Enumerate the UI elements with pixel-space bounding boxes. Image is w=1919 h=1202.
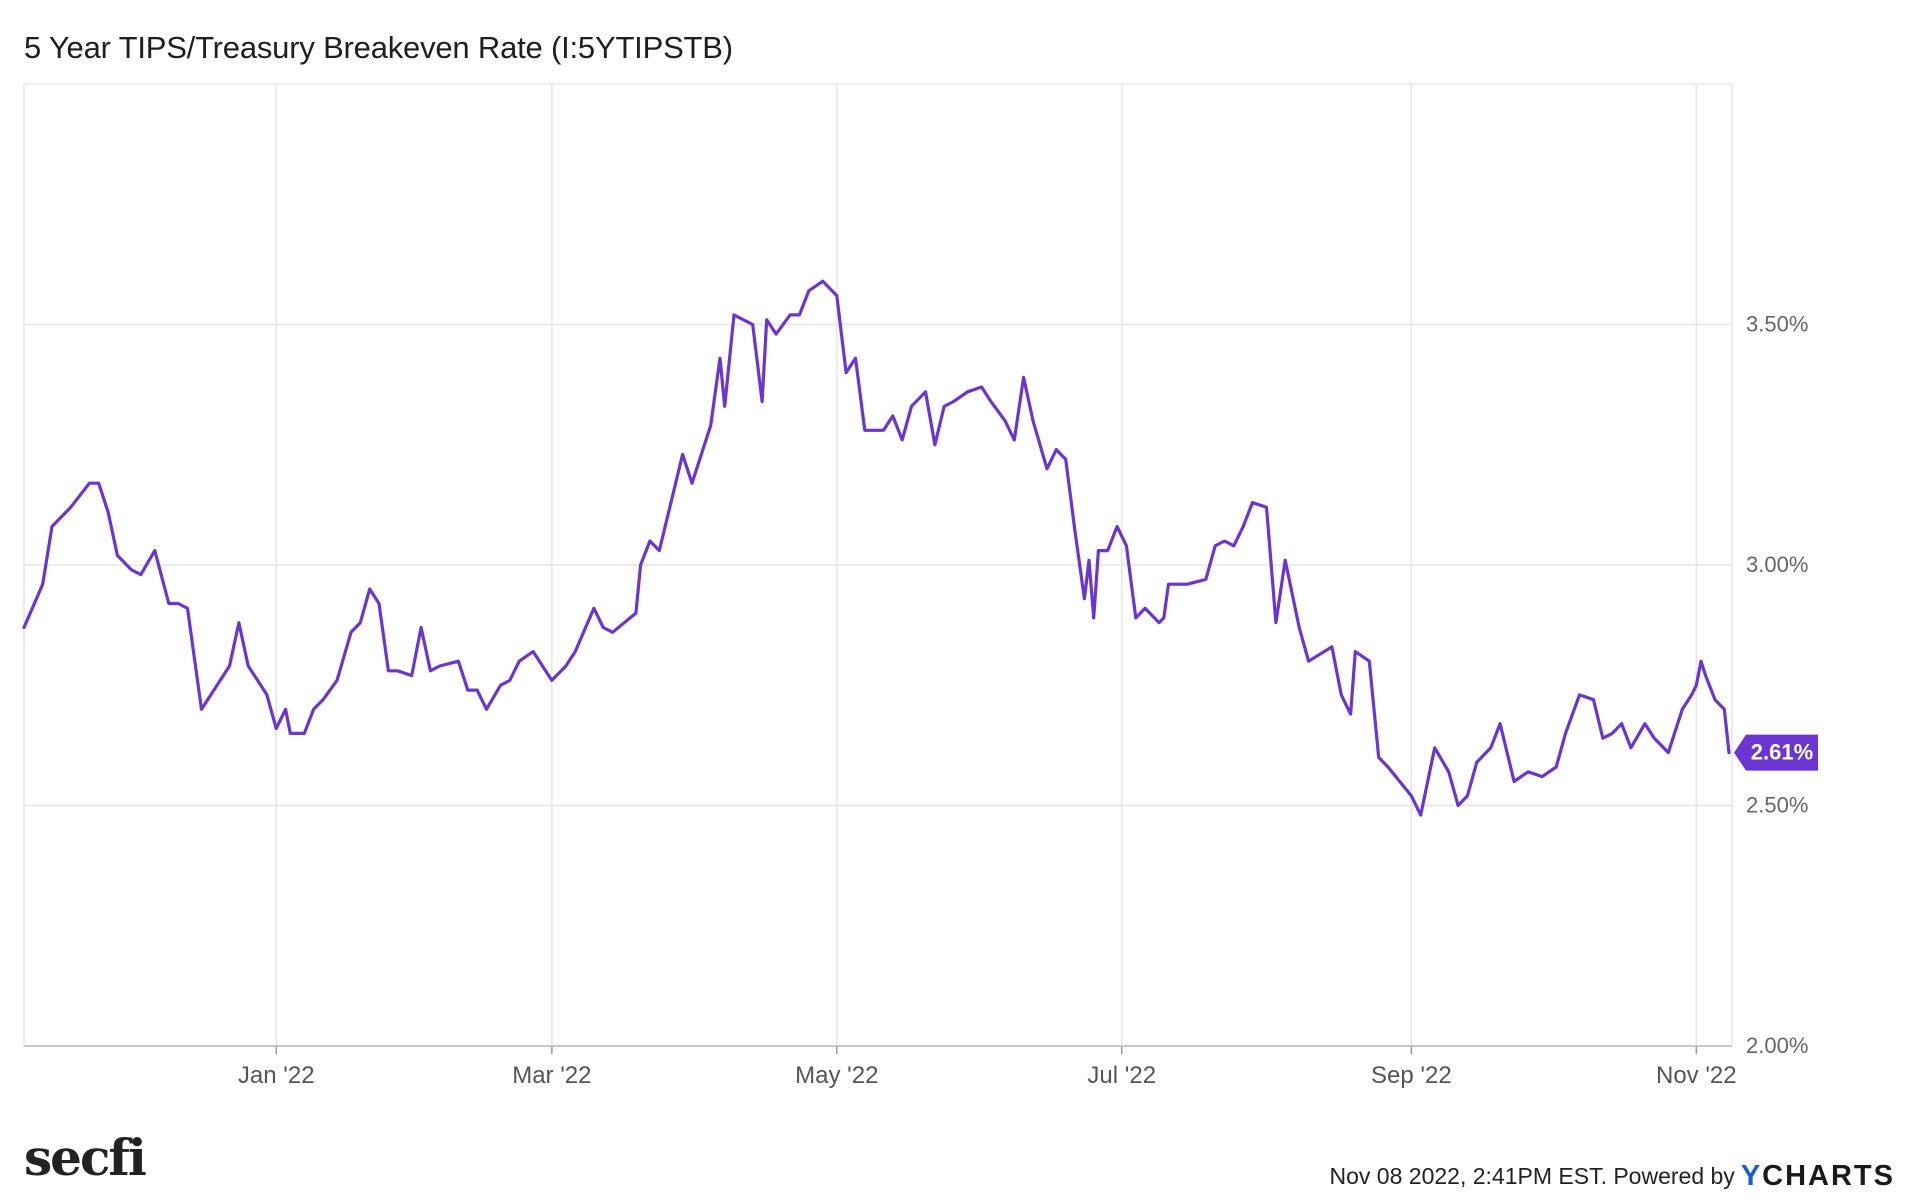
ycharts-logo[interactable]: YCHARTS [1741,1160,1895,1193]
axes: 2.00% 2.50% 3.00% 3.50% Jan '22 Mar '22 May '2… [24,311,1808,1089]
grid [23,83,1733,1047]
x-tick-label: May '22 [795,1062,878,1089]
series-layer [22,279,1731,817]
ycharts-logo-y: Y [1740,1160,1763,1192]
footer-attribution: Nov 08 2022, 2:41PM EST. Powered by YCHA… [1330,1160,1895,1193]
ycharts-logo-text: CHARTS [1762,1160,1895,1192]
x-tick-label: Sep '22 [1371,1062,1452,1089]
y-tick-label: 2.00% [1746,1033,1808,1058]
last-value-badge-group: 2.61% [1734,734,1818,771]
y-tick-label: 3.00% [1746,552,1808,577]
x-tick-label: Mar '22 [512,1062,591,1089]
secfi-logo: secfi [24,1128,147,1187]
y-tick-label: 3.50% [1746,311,1808,336]
series-line [22,279,1731,817]
x-tick-label: Jul '22 [1087,1062,1156,1089]
footer-timestamp: Nov 08 2022, 2:41PM EST. Powered by [1329,1163,1735,1189]
chart-title: 5 Year TIPS/Treasury Breakeven Rate (I:5… [24,30,733,65]
x-tick-label: Jan '22 [238,1062,315,1089]
last-value-label: 2.61% [1751,739,1813,764]
y-tick-label: 2.50% [1746,792,1808,817]
last-value-badge [1734,734,1818,771]
x-tick-label: Nov '22 [1656,1062,1737,1089]
